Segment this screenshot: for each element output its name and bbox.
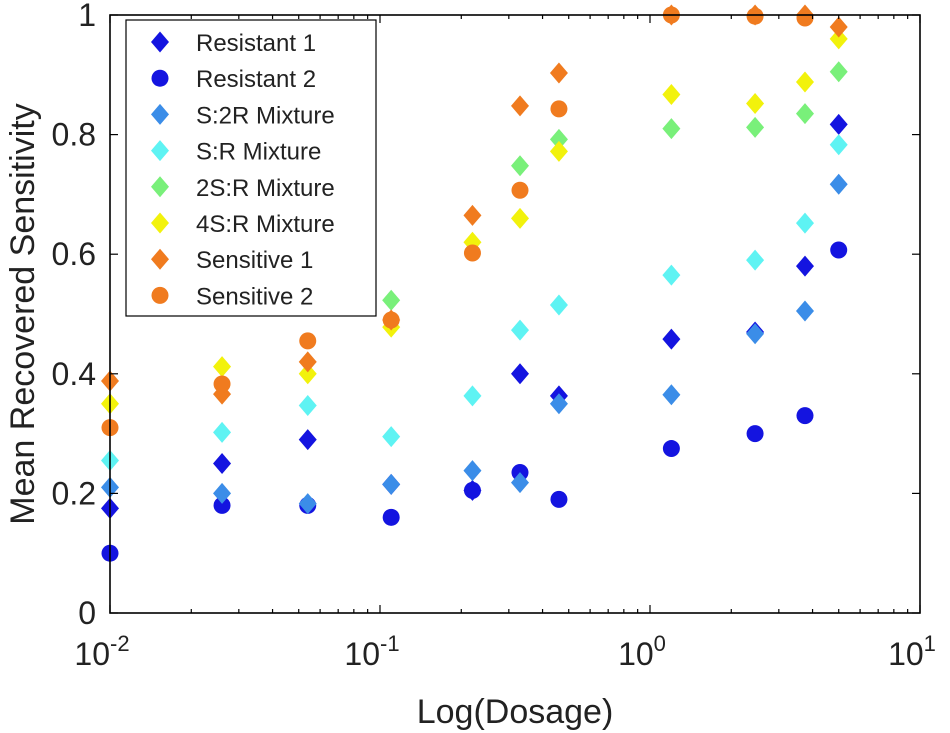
x-tick-label: 101 [888,631,936,672]
point-sensitive-2-9 [796,9,814,27]
legend-marker-resistant-2 [151,69,169,87]
point-sensitive-2-3 [382,311,400,329]
y-tick-label: 0.4 [52,356,96,392]
point-resistant-2-7 [662,440,680,458]
point-s-2r-mixture-6 [549,393,568,415]
point-resistant-1-5 [510,363,529,385]
y-tick-label: 0 [78,595,96,631]
x-tick-label: 10-2 [74,631,129,672]
point-sensitive-1-2 [298,351,317,373]
point-2s-r-mixture-2 [549,128,568,150]
legend-label-resistant-2: Resistant 2 [196,66,316,93]
legend-label-s-r-mixture: S:R Mixture [196,139,321,166]
axis-ticks: 0 0.2 0.4 0.6 0.8 1 10-2 10-1 100 101 [52,0,936,672]
point-resistant-1-1 [213,453,232,474]
point-s-2r-mixture-10 [829,173,848,195]
point-s-2r-mixture-4 [463,460,482,482]
legend-label-4s-r-mixture: 4S:R Mixture [196,211,335,238]
point-resistant-1-10 [829,113,848,135]
legend-label-2s-r-mixture: 2S:R Mixture [196,175,335,202]
point-resistant-2-6 [550,490,568,508]
legend-marker-4s-r-mixture [151,212,169,234]
point-4s-r-mixture-10 [829,28,848,50]
point-sensitive-2-1 [213,375,231,393]
point-sensitive-2-4 [463,244,481,262]
y-tick-label: 0.2 [52,475,96,511]
point-s-2r-mixture-3 [382,473,401,495]
point-resistant-2-3 [382,508,400,526]
point-resistant-1-2 [298,429,317,451]
point-s-r-mixture-10 [829,134,848,156]
legend-label-sensitive-2: Sensitive 2 [196,283,313,310]
legend-marker-sensitive-1 [151,248,169,270]
point-4s-r-mixture-7 [662,84,681,106]
point-resistant-2-1 [213,496,231,514]
point-resistant-2-8 [746,425,764,443]
y-tick-label: 0.8 [52,117,96,153]
legend-marker-s-2r-mixture [151,103,169,125]
legend-marker-sensitive-2 [151,286,169,304]
legend-label-resistant-1: Resistant 1 [196,30,316,57]
x-tick-label: 10-1 [344,631,399,672]
point-s-r-mixture-6 [549,294,568,316]
point-sensitive-2-2 [299,332,317,350]
legend-marker-resistant-1 [151,31,169,53]
legend-marker-2s-r-mixture [151,176,169,198]
point-s-r-mixture-7 [662,264,681,286]
point-4s-r-mixture-6 [549,140,568,162]
point-sensitive-2-6 [550,100,568,118]
point-s-r-mixture-5 [510,319,529,341]
point-s-2r-mixture-9 [795,300,814,322]
point-s-r-mixture-2 [298,394,317,416]
point-4s-r-mixture-5 [510,207,529,229]
plot-frame [109,14,921,614]
point-sensitive-1-10 [829,16,848,38]
y-axis-title: Mean Recovered Sensitivity [4,103,42,524]
point-resistant-2-10 [830,241,848,259]
point-sensitive-1-6 [549,62,568,84]
x-tick-label: 100 [618,631,666,672]
point-s-2r-mixture-5 [510,472,529,494]
point-s-2r-mixture-8 [746,323,765,345]
point-s-r-mixture-1 [213,421,232,443]
point-4s-r-mixture-2 [298,363,317,385]
point-s-2r-mixture-2 [298,493,317,515]
point-sensitive-1-5 [510,95,529,117]
legend-box [125,19,377,317]
point-sensitive-1-4 [463,204,482,226]
point-s-r-mixture-3 [382,426,401,448]
point-s-r-mixture-4 [463,385,482,407]
legend-marker-s-r-mixture [151,140,169,162]
point-2s-r-mixture-5 [795,103,814,125]
point-2s-r-mixture-1 [510,155,529,177]
legend: Resistant 1 Resistant 2 S:2R Mixture S:R Mi… [125,19,377,317]
point-resistant-2-4 [463,481,481,499]
point-4s-r-mixture-1 [213,356,232,378]
point-2s-r-mixture-3 [662,118,681,140]
legend-label-sensitive-1: Sensitive 1 [196,247,313,274]
point-2s-r-mixture-0 [382,289,401,311]
point-resistant-1-9 [795,255,814,277]
point-s-r-mixture-9 [795,212,814,234]
point-sensitive-2-8 [746,7,764,25]
point-2s-r-mixture-4 [746,116,765,138]
y-tick-label: 1 [78,0,96,33]
legend-label-s-2r-mixture: S:2R Mixture [196,102,335,129]
point-sensitive-2-5 [511,181,529,199]
point-resistant-2-9 [796,407,814,425]
x-axis-title: Log(Dosage) [417,693,614,731]
point-resistant-1-7 [662,328,681,350]
point-2s-r-mixture-6 [829,61,848,83]
point-s-2r-mixture-7 [662,384,681,406]
point-4s-r-mixture-8 [746,93,765,115]
y-tick-label: 0.6 [52,236,96,272]
point-s-r-mixture-8 [746,249,765,271]
point-4s-r-mixture-9 [795,71,814,93]
point-s-2r-mixture-1 [213,482,232,504]
